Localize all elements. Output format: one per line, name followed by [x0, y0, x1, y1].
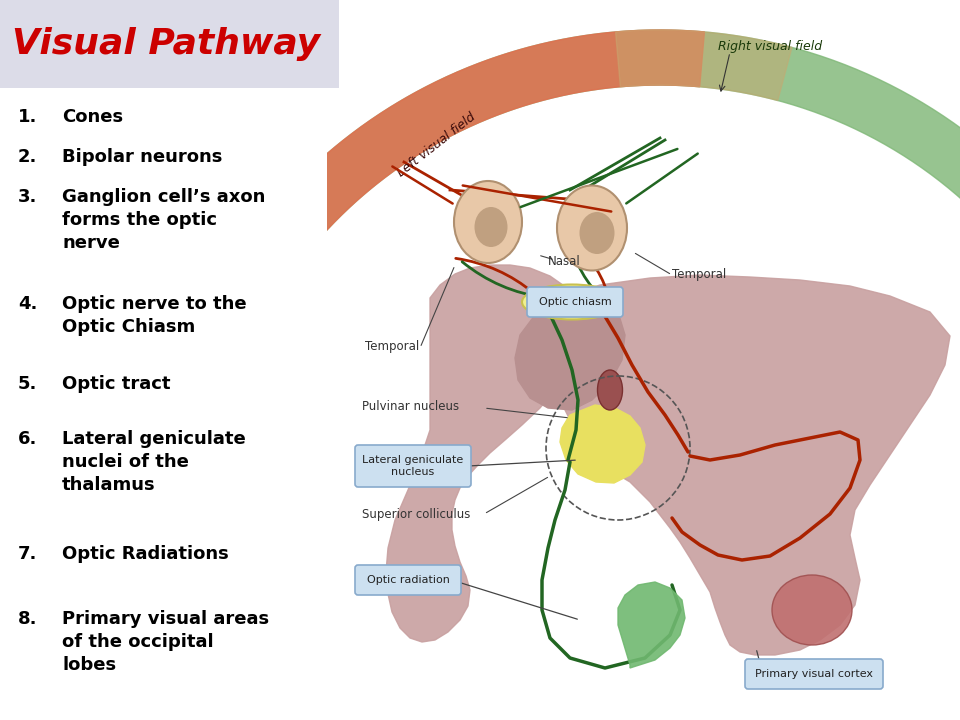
- Polygon shape: [515, 295, 625, 410]
- Text: Bipolar neurons: Bipolar neurons: [62, 148, 223, 166]
- Bar: [0, 0, 326, 720]
- Text: Right visual field: Right visual field: [718, 40, 822, 53]
- Text: Optic tract: Optic tract: [62, 375, 171, 393]
- Text: Left visual field: Left visual field: [395, 110, 478, 179]
- Text: 4.: 4.: [18, 295, 37, 313]
- Text: Bipolar neurons: Bipolar neurons: [62, 148, 223, 166]
- Text: Lateral geniculate
nucleus: Lateral geniculate nucleus: [362, 455, 464, 477]
- Ellipse shape: [522, 284, 622, 320]
- Text: Temporal: Temporal: [672, 268, 727, 281]
- Ellipse shape: [772, 575, 852, 645]
- Ellipse shape: [454, 181, 522, 263]
- Text: Pulvinar nucleus: Pulvinar nucleus: [362, 400, 459, 413]
- Bar: [0, 0, 339, 88]
- Text: 4.: 4.: [18, 295, 37, 313]
- Text: Primary visual areas
of the occipital
lobes: Primary visual areas of the occipital lo…: [62, 610, 269, 674]
- Text: 1.: 1.: [18, 108, 37, 126]
- Text: 7.: 7.: [18, 545, 37, 563]
- Text: Primary visual areas
of the occipital
lobes: Primary visual areas of the occipital lo…: [62, 610, 269, 674]
- Text: Lateral geniculate
nuclei of the
thalamus: Lateral geniculate nuclei of the thalamu…: [62, 430, 246, 494]
- Polygon shape: [618, 582, 685, 668]
- Text: 7.: 7.: [18, 545, 37, 563]
- Text: Lateral geniculate
nuclei of the
thalamus: Lateral geniculate nuclei of the thalamu…: [62, 430, 246, 494]
- Text: Optic radiation: Optic radiation: [367, 575, 449, 585]
- Text: Cones: Cones: [62, 108, 123, 126]
- FancyBboxPatch shape: [745, 659, 883, 689]
- Text: 2.: 2.: [18, 148, 37, 166]
- Text: Visual Pathway: Visual Pathway: [12, 27, 320, 61]
- Ellipse shape: [580, 212, 614, 254]
- Text: Optic tract: Optic tract: [62, 375, 171, 393]
- Text: Optic chiasm: Optic chiasm: [539, 297, 612, 307]
- Text: Cones: Cones: [62, 108, 123, 126]
- Text: 8.: 8.: [18, 610, 37, 628]
- Text: 8.: 8.: [18, 610, 37, 628]
- Text: Ganglion cell’s axon
forms the optic
nerve: Ganglion cell’s axon forms the optic ner…: [62, 188, 265, 252]
- Text: 1.: 1.: [18, 108, 37, 126]
- Text: Superior colliculus: Superior colliculus: [362, 508, 470, 521]
- Text: 6.: 6.: [18, 430, 37, 448]
- Bar: [0, 0, 339, 88]
- FancyBboxPatch shape: [355, 445, 471, 487]
- Polygon shape: [386, 265, 582, 642]
- Text: Optic Radiations: Optic Radiations: [62, 545, 228, 563]
- Text: Optic Radiations: Optic Radiations: [62, 545, 228, 563]
- Polygon shape: [187, 30, 960, 384]
- FancyBboxPatch shape: [527, 287, 623, 317]
- Polygon shape: [560, 405, 645, 483]
- Text: 2.: 2.: [18, 148, 37, 166]
- Text: 3.: 3.: [18, 188, 37, 206]
- Ellipse shape: [557, 186, 627, 271]
- Text: Primary visual cortex: Primary visual cortex: [755, 669, 873, 679]
- FancyBboxPatch shape: [355, 565, 461, 595]
- Text: Optic nerve to the
Optic Chiasm: Optic nerve to the Optic Chiasm: [62, 295, 247, 336]
- Text: Ganglion cell’s axon
forms the optic
nerve: Ganglion cell’s axon forms the optic ner…: [62, 188, 265, 252]
- Text: 5.: 5.: [18, 375, 37, 393]
- Text: Temporal: Temporal: [365, 340, 420, 353]
- Text: Visual Pathway: Visual Pathway: [12, 27, 320, 61]
- Polygon shape: [187, 30, 705, 369]
- Polygon shape: [615, 30, 792, 101]
- Ellipse shape: [474, 207, 508, 247]
- Bar: [0, 0, 339, 720]
- Text: Optic nerve to the
Optic Chiasm: Optic nerve to the Optic Chiasm: [62, 295, 247, 336]
- Text: 6.: 6.: [18, 430, 37, 448]
- Polygon shape: [560, 275, 950, 655]
- Text: 5.: 5.: [18, 375, 37, 393]
- Text: 3.: 3.: [18, 188, 37, 206]
- Ellipse shape: [597, 370, 622, 410]
- Text: Nasal: Nasal: [548, 255, 581, 268]
